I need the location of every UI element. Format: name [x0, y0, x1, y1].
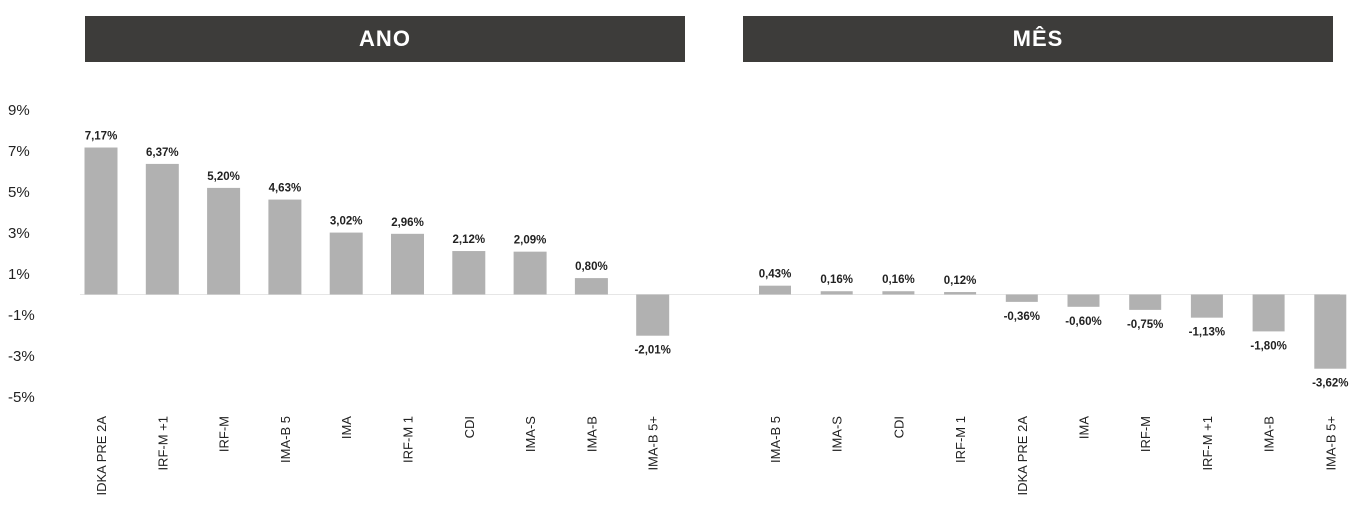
- x-tick-label: CDI: [891, 416, 906, 438]
- bar: [268, 199, 302, 295]
- bar: [452, 251, 486, 295]
- x-tick-label: IRF-M: [1138, 416, 1153, 452]
- bar: [636, 294, 670, 336]
- x-tick-label: CDI: [462, 416, 477, 438]
- x-tick-label: IMA-S: [523, 416, 538, 452]
- x-tick-label: IMA: [1077, 416, 1092, 439]
- x-tick-label: IMA-B 5+: [1323, 416, 1338, 471]
- y-tick-label: -1%: [8, 307, 35, 324]
- x-tick-label: IDKA PRE 2A: [94, 416, 109, 496]
- data-label: 3,02%: [330, 216, 363, 228]
- y-tick-label: 3%: [8, 225, 30, 242]
- bar: [1190, 294, 1223, 318]
- bar: [1129, 294, 1162, 310]
- panel-title-mes: MÊS: [743, 16, 1333, 62]
- bar: [84, 147, 118, 295]
- data-label: 6,37%: [146, 147, 179, 159]
- y-tick-label: -3%: [8, 348, 35, 365]
- bar: [391, 233, 424, 295]
- data-label: -0,36%: [1004, 311, 1040, 323]
- data-label: -1,13%: [1189, 327, 1225, 339]
- x-tick-label: IRF-M 1: [401, 416, 416, 463]
- x-tick-label: IMA-S: [830, 416, 845, 452]
- data-label: 2,09%: [514, 235, 547, 247]
- panel-title-ano: ANO: [85, 16, 685, 62]
- x-tick-label: IMA-B 5: [768, 416, 783, 463]
- bar: [1067, 294, 1100, 307]
- data-label: 4,63%: [269, 183, 302, 195]
- data-label: 0,16%: [882, 274, 915, 286]
- data-label: -2,01%: [634, 345, 670, 357]
- x-tick-label: IMA: [339, 416, 354, 439]
- x-tick-label: IMA-B: [1262, 416, 1277, 452]
- x-tick-label: IMA-B: [584, 416, 599, 452]
- data-label: -0,60%: [1065, 316, 1101, 328]
- y-tick-label: 1%: [8, 266, 30, 283]
- y-tick-label: 5%: [8, 184, 30, 201]
- x-tick-label: IRF-M +1: [1200, 416, 1215, 471]
- data-label: 2,12%: [452, 234, 485, 246]
- data-label: 5,20%: [207, 171, 240, 183]
- y-tick-label: 7%: [8, 143, 30, 160]
- bar: [944, 292, 977, 295]
- data-label: -0,75%: [1127, 319, 1163, 331]
- bar: [329, 232, 363, 295]
- data-label: 0,43%: [759, 269, 792, 281]
- bar: [1005, 294, 1038, 302]
- x-tick-label: IMA-B 5: [278, 416, 293, 463]
- x-tick-label: IRF-M +1: [155, 416, 170, 471]
- data-label: 0,80%: [575, 261, 608, 273]
- x-tick-label: IRF-M 1: [953, 416, 968, 463]
- bar: [513, 251, 547, 295]
- x-tick-label: IRF-M: [217, 416, 232, 452]
- bar: [145, 163, 179, 295]
- y-tick-label: 9%: [8, 102, 30, 119]
- x-tick-label: IMA-B 5+: [646, 416, 661, 471]
- data-label: 2,96%: [391, 217, 424, 229]
- y-tick-label: -5%: [8, 389, 35, 406]
- data-label: 0,16%: [820, 274, 853, 286]
- bar: [1252, 294, 1285, 332]
- data-label: 7,17%: [85, 131, 118, 143]
- data-label: -1,80%: [1250, 340, 1286, 352]
- bar: [820, 291, 853, 295]
- data-label: 0,12%: [944, 275, 977, 287]
- bar: [759, 285, 791, 295]
- bar: [574, 278, 608, 295]
- bar: [882, 291, 915, 295]
- x-tick-label: IDKA PRE 2A: [1015, 416, 1030, 496]
- data-label: -3,62%: [1312, 378, 1348, 390]
- bar: [1314, 294, 1347, 369]
- bar: [207, 187, 241, 295]
